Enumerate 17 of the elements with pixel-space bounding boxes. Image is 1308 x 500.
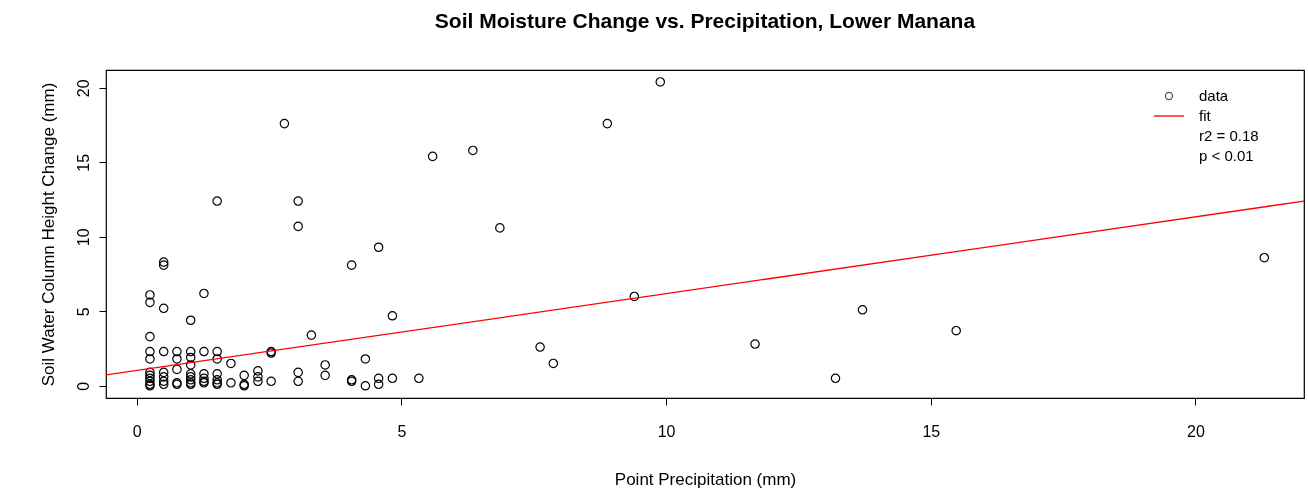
annotation: r2 = 0.18	[1199, 127, 1259, 144]
y-tick-label: 0	[74, 381, 92, 391]
y-tick-label: 20	[74, 79, 92, 98]
chart-title: Soil Moisture Change vs. Precipitation, Lower Manana	[434, 9, 976, 32]
annotation: p < 0.01	[1199, 147, 1254, 164]
x-tick-label: 20	[1187, 422, 1205, 440]
y-tick-label: 15	[74, 153, 92, 172]
y-tick-label: 5	[74, 307, 92, 317]
x-tick-label: 0	[132, 422, 142, 440]
x-axis-title: Point Precipitation (mm)	[614, 469, 797, 489]
y-axis-title: Soil Water Column Height Change (mm)	[38, 82, 58, 387]
y-tick-label: 10	[74, 228, 92, 247]
x-tick-label: 10	[657, 422, 676, 440]
x-tick-label: 5	[397, 422, 407, 440]
legend-label: fit	[1199, 107, 1212, 124]
x-tick-label: 15	[922, 422, 941, 440]
legend-label: data	[1199, 87, 1229, 104]
